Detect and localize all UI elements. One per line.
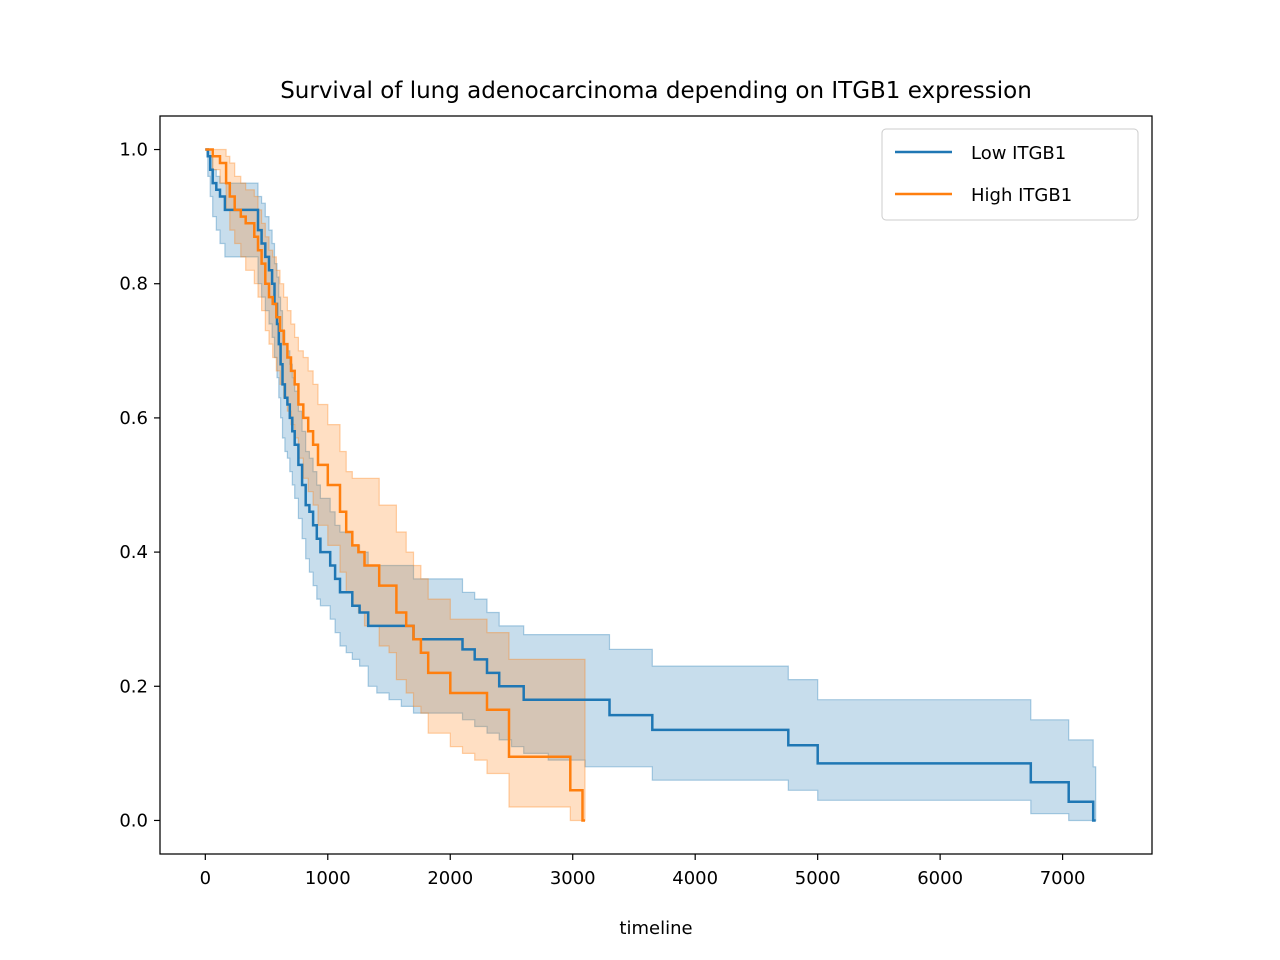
x-axis-label: timeline bbox=[619, 918, 692, 939]
survival-line-low-itgb1 bbox=[205, 148, 1096, 822]
x-tick-label: 7000 bbox=[1040, 868, 1086, 889]
y-tick-label: 0.4 bbox=[119, 542, 148, 563]
confidence-band-high-itgb1 bbox=[205, 148, 586, 822]
y-tick-label: 0.6 bbox=[119, 408, 148, 429]
legend: Low ITGB1 High ITGB1 bbox=[881, 128, 1139, 221]
axes-frame bbox=[159, 115, 1153, 855]
y-tick-label: 0.8 bbox=[119, 274, 148, 295]
y-tick-label: 1.0 bbox=[119, 140, 148, 161]
legend-label-low-itgb1: Low ITGB1 bbox=[971, 143, 1066, 164]
x-tick-label: 1000 bbox=[305, 868, 351, 889]
x-tick-label: 3000 bbox=[550, 868, 596, 889]
survival-line-high-itgb1 bbox=[205, 148, 585, 822]
x-tick-label: 2000 bbox=[427, 868, 473, 889]
x-tick-label: 5000 bbox=[795, 868, 841, 889]
y-tick-label: 0.0 bbox=[119, 810, 148, 831]
legend-label-high-itgb1: High ITGB1 bbox=[971, 185, 1072, 206]
x-tick-label: 4000 bbox=[672, 868, 718, 889]
x-tick-label: 6000 bbox=[917, 868, 963, 889]
x-tick-label: 0 bbox=[200, 868, 211, 889]
chart-title: Survival of lung adenocarcinoma dependin… bbox=[280, 78, 1032, 104]
y-tick-label: 0.2 bbox=[119, 676, 148, 697]
y-axis-ticks: 0.0 0.2 0.4 0.6 0.8 1.0 bbox=[119, 140, 160, 831]
plot-area bbox=[205, 148, 1097, 822]
survival-lines bbox=[205, 148, 1096, 822]
x-axis-ticks: 0 1000 2000 3000 4000 5000 6000 7000 bbox=[200, 854, 1086, 889]
